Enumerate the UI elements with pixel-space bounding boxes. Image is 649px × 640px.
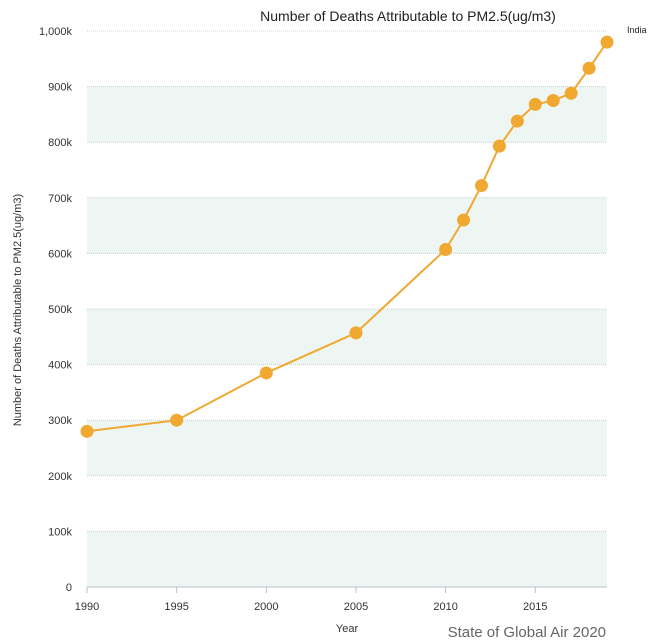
credit-text: State of Global Air 2020	[448, 624, 606, 640]
data-point[interactable]	[457, 213, 471, 227]
data-point[interactable]	[582, 61, 596, 75]
plot-band	[87, 86, 607, 143]
y-tick-label: 100k	[48, 526, 72, 538]
data-point[interactable]	[528, 97, 542, 111]
data-point[interactable]	[259, 366, 273, 380]
y-tick-label: 0	[66, 582, 72, 594]
plot-bands	[87, 86, 607, 587]
data-point[interactable]	[546, 94, 560, 107]
y-tick-label: 700k	[48, 193, 72, 205]
data-point[interactable]	[600, 35, 614, 49]
y-tick-label: 900k	[48, 82, 72, 94]
data-point[interactable]	[564, 86, 578, 100]
data-point[interactable]	[170, 413, 184, 427]
y-tick-label: 400k	[48, 360, 72, 372]
y-tick-label: 500k	[48, 304, 72, 316]
plot-band	[87, 531, 607, 587]
plot-band	[87, 197, 607, 254]
x-tick-label: 1990	[75, 601, 99, 613]
legend-item-india[interactable]: India	[627, 25, 647, 35]
data-point[interactable]	[474, 179, 488, 193]
x-tick-label: 2000	[254, 601, 278, 613]
data-point[interactable]	[510, 114, 524, 128]
x-tick-label: 2015	[523, 601, 547, 613]
y-tick-label: 1,000k	[39, 26, 73, 38]
series-markers-india	[80, 35, 614, 438]
data-point[interactable]	[439, 243, 453, 257]
y-axis-title: Number of Deaths Attributable to PM2.5(u…	[12, 194, 24, 426]
plot-band	[87, 420, 607, 476]
data-point[interactable]	[80, 424, 94, 438]
x-axis: 1990 1995 2000 2005 2010 2015	[75, 587, 548, 613]
y-tick-label: 300k	[48, 415, 72, 427]
y-tick-label: 600k	[48, 248, 72, 260]
y-axis: 0 100k 200k 300k 400k 500k 600k 700k 800k 900k 1,0…	[39, 26, 73, 594]
y-tick-label: 800k	[48, 137, 72, 149]
data-point[interactable]	[492, 139, 506, 153]
x-axis-title: Year	[336, 623, 359, 635]
chart-title: Number of Deaths Attributable to PM2.5(u…	[260, 8, 556, 24]
y-tick-label: 200k	[48, 471, 72, 483]
data-point[interactable]	[349, 326, 363, 340]
x-tick-label: 1995	[164, 601, 188, 613]
x-tick-label: 2010	[433, 601, 457, 613]
x-tick-label: 2005	[344, 601, 368, 613]
